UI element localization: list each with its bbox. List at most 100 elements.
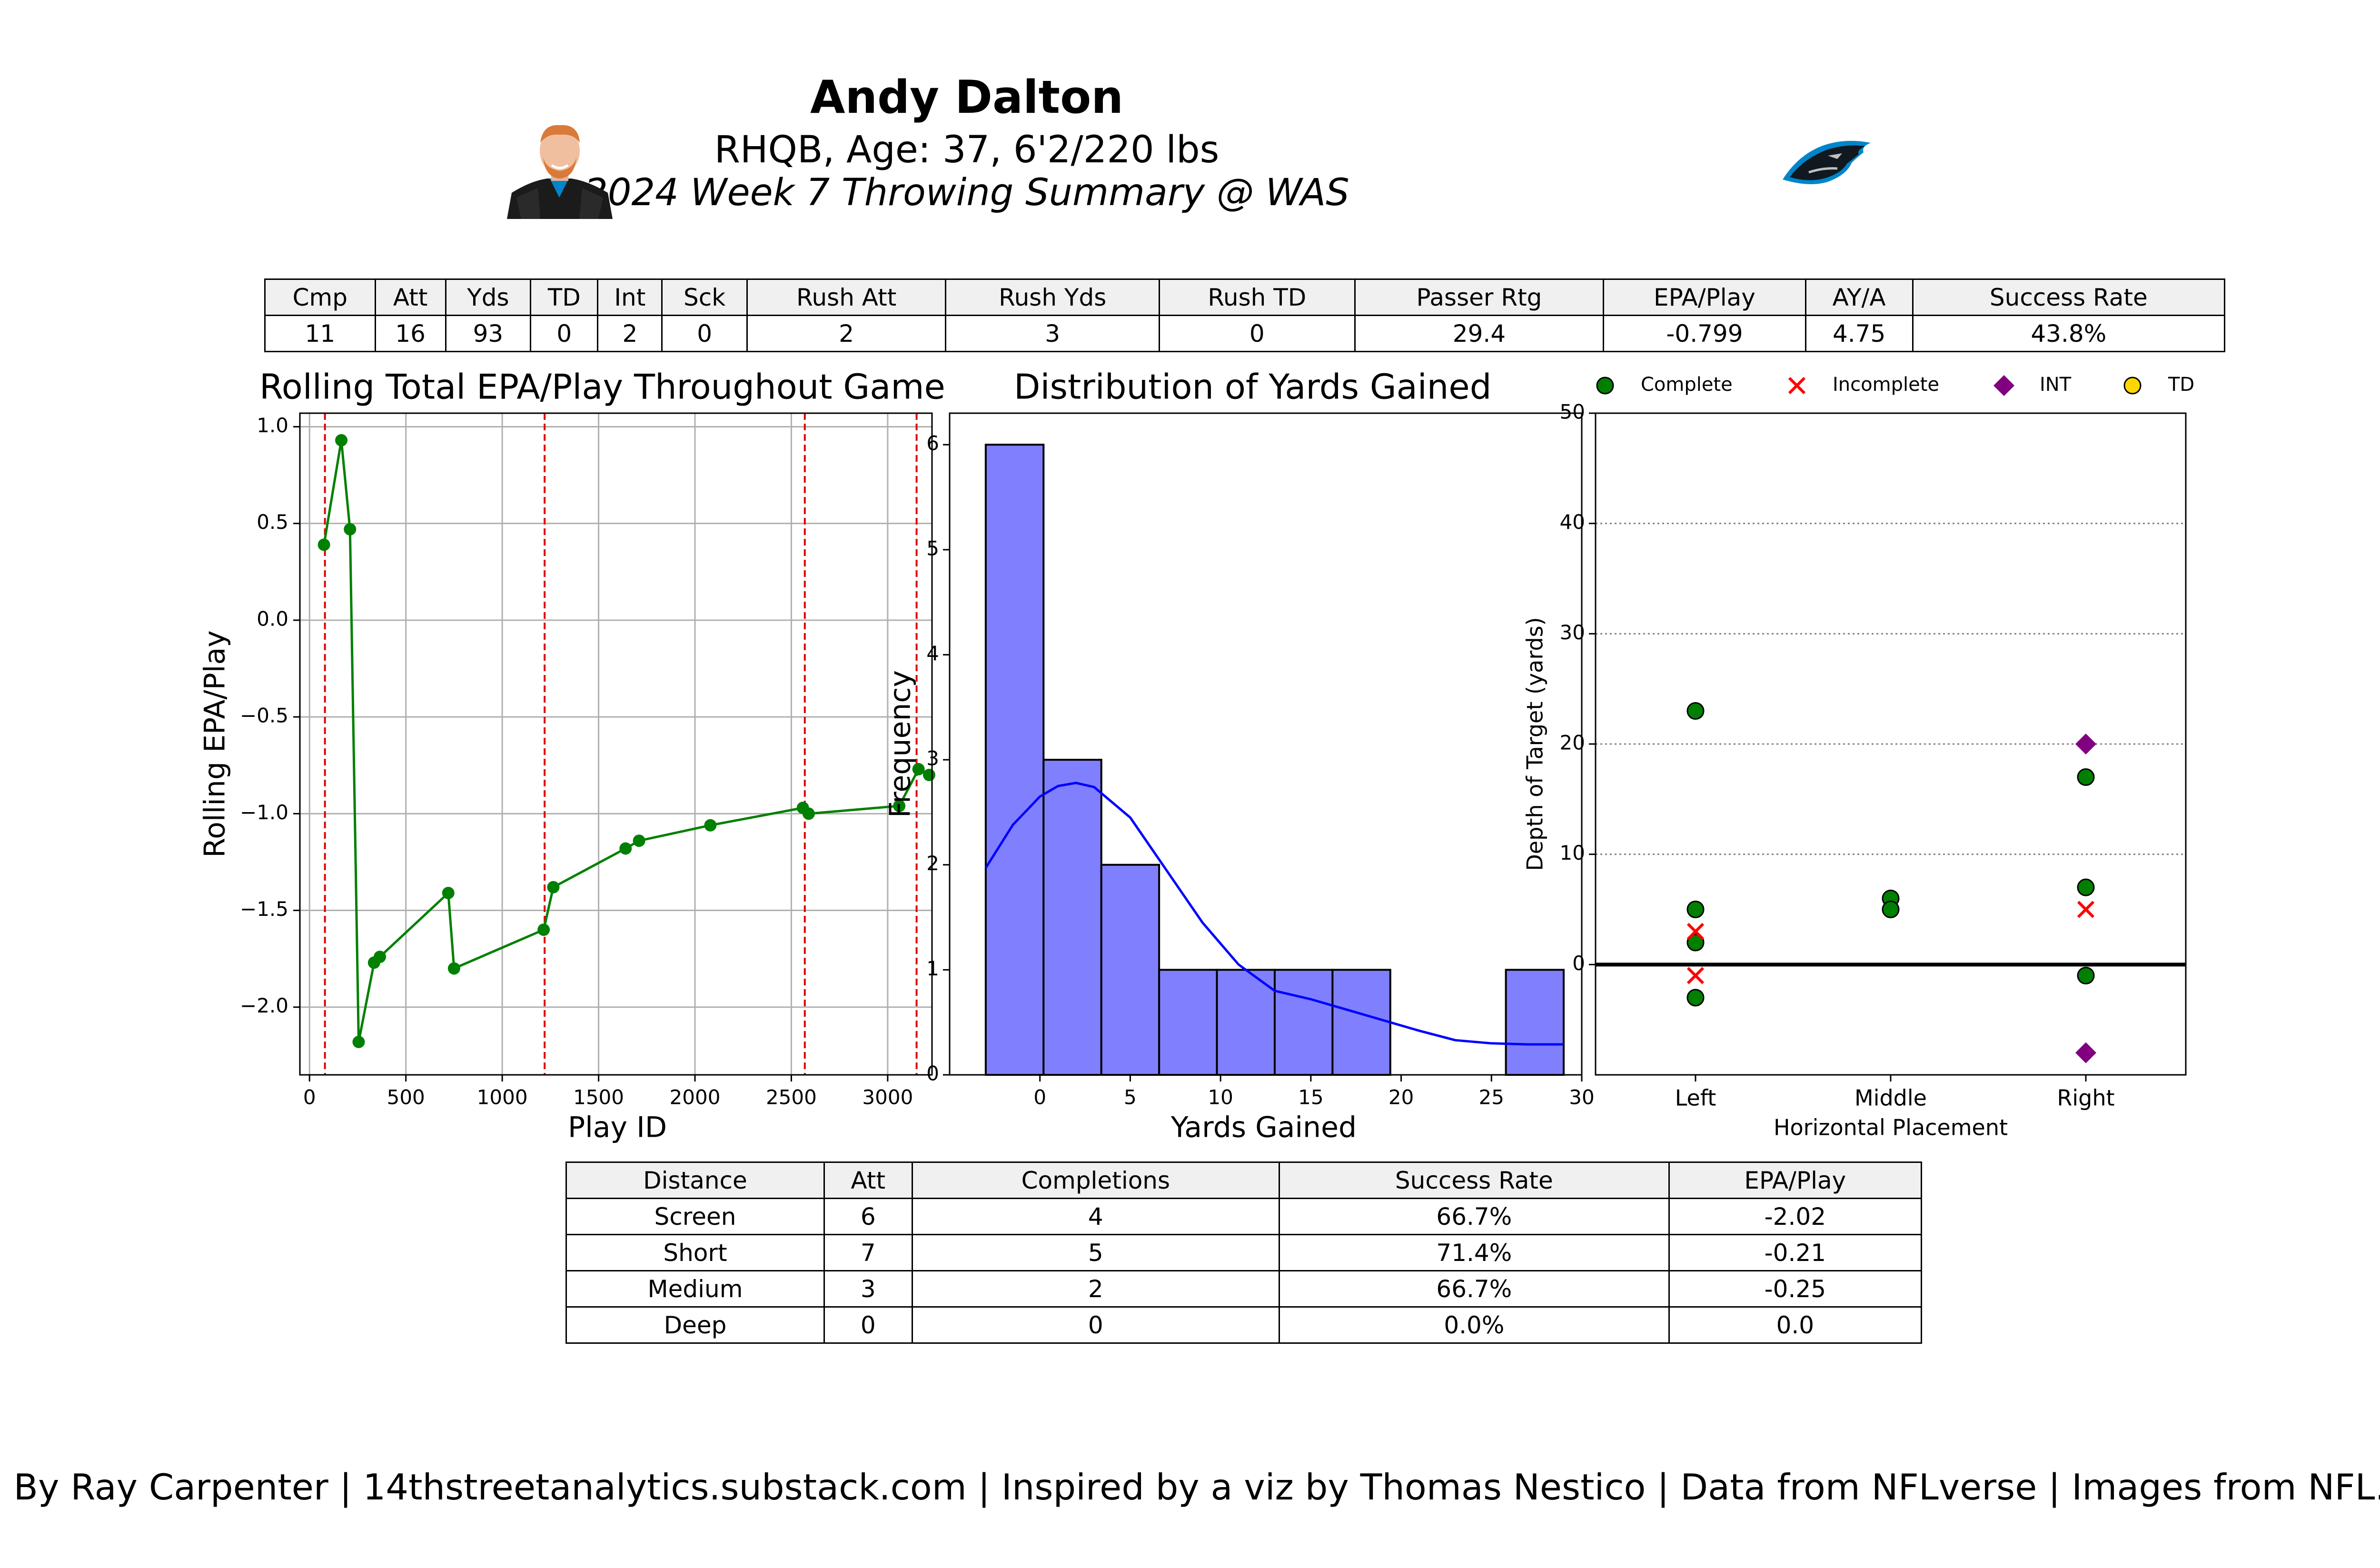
epa-point	[704, 819, 717, 832]
stats-value-cell: 2	[597, 315, 663, 352]
distance-header-cell: Completions	[911, 1161, 1280, 1199]
distance-cell: 2	[911, 1270, 1280, 1308]
legend-label: TD	[2168, 374, 2194, 396]
distance-cell: Deep	[565, 1306, 825, 1344]
y-tick-label: 0.5	[257, 510, 288, 534]
scatter-point-complete	[2077, 878, 2095, 896]
y-tick-label: 1	[926, 957, 939, 980]
y-tick-label: 2	[926, 852, 939, 875]
stats-header-cell: EPA/Play	[1603, 278, 1806, 316]
distance-cell: Medium	[565, 1270, 825, 1308]
stats-header-cell: Cmp	[264, 278, 376, 316]
scatter-point-int	[2075, 1042, 2096, 1063]
epa-point	[633, 834, 645, 847]
histogram-bar	[1158, 969, 1218, 1076]
epa-point	[537, 923, 550, 936]
scatter-point-complete	[1686, 989, 1705, 1007]
histogram-bar	[1505, 969, 1565, 1076]
scatter-point-complete	[1686, 702, 1705, 720]
stats-header-cell: Success Rate	[1912, 278, 2226, 316]
scatter-point-complete	[2077, 967, 2095, 984]
y-tick-label: 10	[1560, 841, 1585, 864]
distance-cell: 7	[823, 1234, 913, 1271]
x-tick-label: 25	[1479, 1086, 1504, 1109]
scatter-point-int	[2075, 734, 2096, 754]
distance-cell: 0.0%	[1278, 1306, 1670, 1344]
scatter-point-complete	[1882, 901, 1900, 918]
histogram-bar	[1273, 969, 1334, 1076]
chart2-ylabel: Frequency	[884, 670, 917, 818]
epa-point	[352, 1035, 365, 1048]
scatter-point-incomplete	[1686, 923, 1705, 940]
x-tick-label: 10	[1208, 1086, 1233, 1109]
x-tick-label: 2500	[766, 1086, 817, 1109]
stats-value-cell: 43.8%	[1912, 315, 2226, 352]
y-tick-label: 0.0	[257, 607, 288, 630]
chart2-title: Distribution of Yards Gained	[1014, 367, 1491, 407]
stats-header-cell: Att	[374, 278, 446, 316]
chart3-frame	[1595, 412, 2187, 1076]
stats-header-cell: Int	[597, 278, 663, 316]
distance-cell: 0	[911, 1306, 1280, 1344]
stats-value-cell: 0	[1158, 315, 1356, 352]
x-tick-label: 15	[1298, 1086, 1323, 1109]
stats-header-row: Cmp Att Yds TD Int Sck Rush Att Rush Yds Rush TD…	[264, 278, 2226, 316]
distance-cell: 66.7%	[1278, 1270, 1670, 1308]
y-tick-label: 5	[926, 536, 939, 560]
distance-cell: -0.25	[1668, 1270, 1923, 1308]
stats-header-cell: Rush TD	[1158, 278, 1356, 316]
y-tick-label: −2.0	[240, 994, 288, 1017]
stats-value-cell: 0	[661, 315, 748, 352]
table-row: Short 7 5 71.4% -0.21	[565, 1234, 1923, 1271]
epa-point	[442, 886, 455, 899]
stats-value-row: 11 16 93 0 2 0 2 3 0 29.4 -0.799 4.75 43.8%	[264, 315, 2226, 352]
scatter-point-complete	[1686, 901, 1705, 918]
panthers-logo-icon	[1783, 140, 1871, 184]
epa-point	[374, 951, 387, 963]
distance-header-row: Distance Att Completions Success Rate EPA/Pl…	[565, 1161, 1923, 1199]
stats-value-cell: 2	[746, 315, 947, 352]
y-tick-label: −0.5	[240, 704, 288, 727]
x-tick-label: 1000	[477, 1086, 528, 1109]
stats-header-cell: Sck	[661, 278, 748, 316]
distance-header-cell: Distance	[565, 1161, 825, 1199]
chart2-frame	[949, 412, 1583, 1076]
epa-series-line	[323, 440, 930, 1042]
y-tick-label: 6	[926, 432, 939, 455]
player-bio: RHQB, Age: 37, 6'2/220 lbs	[714, 129, 1220, 171]
x-tick-label: 3000	[862, 1086, 913, 1109]
y-tick-label: 0	[926, 1062, 939, 1085]
table-row: Deep 0 0 0.0% 0.0	[565, 1306, 1923, 1344]
epa-point	[893, 800, 906, 813]
chart3-xlabel: Horizontal Placement	[1774, 1115, 2008, 1141]
stats-value-cell: 11	[264, 315, 376, 352]
legend-marker-td	[2123, 377, 2142, 395]
distance-table: Distance Att Completions Success Rate EPA/Pl…	[565, 1161, 1923, 1344]
chart1-ylabel: Rolling EPA/Play	[198, 630, 232, 858]
chart1-frame	[299, 412, 933, 1076]
epa-point	[922, 769, 935, 782]
stats-header-cell: Rush Yds	[945, 278, 1160, 316]
legend-marker-incomplete	[1788, 377, 1806, 395]
y-tick-label: 20	[1560, 731, 1585, 754]
chart3-ylabel: Depth of Target (yards)	[1522, 617, 1548, 871]
kde-curve	[984, 782, 1564, 1046]
x-tick-label: 2000	[670, 1086, 721, 1109]
stats-header-cell: Yds	[445, 278, 532, 316]
x-tick-label: Right	[2057, 1085, 2114, 1111]
game-subtitle: 2024 Week 7 Throwing Summary @ WAS	[584, 171, 1349, 214]
y-tick-label: 50	[1560, 400, 1585, 424]
stats-value-cell: 29.4	[1354, 315, 1605, 352]
y-tick-label: 4	[926, 642, 939, 665]
y-tick-label: −1.5	[240, 897, 288, 921]
stats-table: Cmp Att Yds TD Int Sck Rush Att Rush Yds Rush TD…	[264, 278, 2226, 352]
histogram-bar	[1331, 969, 1391, 1076]
distance-cell: 71.4%	[1278, 1234, 1670, 1271]
x-tick-label: 0	[1033, 1086, 1046, 1109]
x-tick-label: Middle	[1854, 1085, 1927, 1111]
legend-label: INT	[2040, 374, 2072, 396]
epa-point	[802, 807, 815, 820]
stats-value-cell: 93	[445, 315, 532, 352]
legend-label: Incomplete	[1833, 374, 1939, 396]
table-row: Screen 6 4 66.7% -2.02	[565, 1198, 1923, 1235]
